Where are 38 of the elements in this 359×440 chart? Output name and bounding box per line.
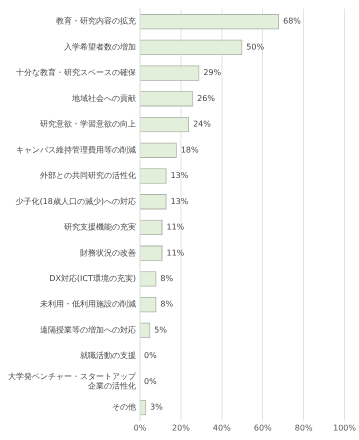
y-tick-label: 研究支援機能の充実	[64, 222, 136, 232]
data-label: 18%	[180, 145, 199, 154]
data-label: 8%	[160, 300, 174, 309]
y-tick-label: 外部との共同研究の活性化	[40, 171, 136, 180]
data-label: 0%	[144, 351, 158, 360]
x-tick-label: 40%	[212, 423, 232, 432]
data-label: 68%	[283, 16, 302, 26]
y-tick-label: 研究意欲・学習意欲の向上	[40, 120, 136, 129]
data-label: 29%	[203, 68, 222, 78]
data-label: 13%	[170, 171, 189, 180]
data-label: 11%	[166, 248, 185, 258]
data-label: 13%	[170, 196, 189, 206]
y-tick-label: 教育・研究内容の拡充	[56, 16, 136, 26]
x-tick-label: 0%	[134, 423, 147, 432]
x-tick-label: 60%	[254, 423, 272, 432]
x-tick-label: 20%	[172, 423, 190, 432]
y-tick-label: 就職活動の支援	[80, 351, 136, 360]
data-label: 24%	[193, 120, 212, 129]
y-tick-label: 少子化(18歳人口の減少)への対応	[16, 196, 136, 206]
y-tick-label: その他	[112, 402, 136, 412]
y-tick-label: DX対応(ICT環境の充実)	[49, 274, 136, 283]
y-tick-label: 十分な教育・研究スペースの確保	[16, 68, 136, 78]
data-label: 50%	[246, 42, 264, 52]
data-label: 3%	[150, 402, 164, 412]
data-label: 5%	[154, 325, 168, 334]
y-tick-label: キャンパス維持管理費用等の削減	[16, 145, 136, 154]
y-tick-label: 遠隔授業等の増加への対応	[40, 325, 136, 334]
data-label: 11%	[166, 222, 185, 232]
data-label: 8%	[160, 274, 174, 283]
y-tick-label: 地域社会への貢献	[71, 94, 136, 103]
y-tick-label: 財務状況の改善	[80, 248, 136, 258]
data-label: 0%	[144, 376, 158, 386]
x-tick-label: 80%	[294, 423, 313, 432]
data-label: 26%	[197, 94, 216, 103]
y-tick-label: 大学発ベンチャー・スタートアップ企業の活性化	[8, 372, 137, 391]
x-tick-label: 100%	[333, 423, 356, 432]
y-tick-label: 未利用・低利用施設の削減	[40, 300, 136, 309]
y-tick-label: 入学希望者数の増加	[64, 42, 136, 52]
